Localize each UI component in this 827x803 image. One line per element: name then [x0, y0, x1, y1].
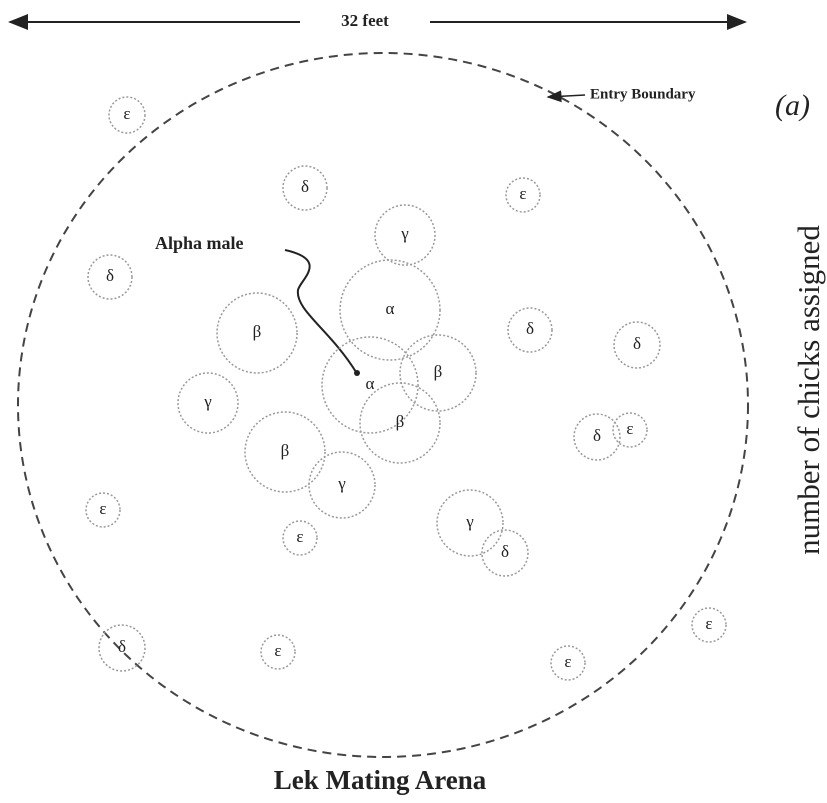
territory: [339, 259, 441, 361]
territory-label: δ: [501, 542, 509, 561]
territory-label: δ: [106, 266, 114, 285]
territory: [359, 382, 441, 464]
territory-label: β: [253, 322, 262, 341]
territory: [321, 336, 419, 434]
territory-label: β: [434, 362, 443, 381]
territory: [374, 204, 436, 266]
territory-label: ε: [296, 527, 303, 546]
scale-label: 32 feet: [341, 11, 389, 30]
territory: [308, 451, 376, 519]
territory-label: ε: [626, 419, 633, 438]
territory-label: ε: [274, 641, 281, 660]
territory: [507, 307, 553, 353]
territory-label: α: [386, 299, 395, 318]
alpha-pointer: [284, 249, 357, 373]
boundary-arrow: [546, 90, 586, 103]
territory-label: ε: [519, 184, 526, 203]
territory: [216, 292, 298, 374]
alpha-label: Alpha male: [155, 233, 244, 253]
territory-label: β: [281, 441, 290, 460]
territory-label: γ: [337, 474, 346, 493]
territories: ε δ ε γ δ α β δ δ α β γ β β δ ε γ ε ε γ δ δ ε ε ε: [85, 96, 727, 681]
territory-label: δ: [118, 637, 126, 656]
territory: [481, 529, 529, 577]
territory: [550, 645, 586, 681]
territory-label: α: [366, 374, 375, 393]
territory: [98, 624, 146, 672]
territory-label: ε: [99, 499, 106, 518]
territory-label: δ: [593, 426, 601, 445]
territory-label: δ: [526, 319, 534, 338]
territory: [260, 634, 296, 670]
territory: [282, 165, 328, 211]
territory: [108, 96, 146, 134]
territory: [436, 489, 504, 557]
territory-label: γ: [400, 224, 409, 243]
territory-label: ε: [123, 104, 130, 123]
territory-label: ε: [564, 652, 571, 671]
title: Lek Mating Arena: [274, 765, 487, 795]
territory: [505, 177, 541, 213]
territory-label: γ: [203, 392, 212, 411]
boundary-label: Entry Boundary: [590, 86, 696, 102]
territory: [399, 334, 477, 412]
territory: [282, 520, 318, 556]
side-label: number of chicks assigned: [791, 225, 826, 555]
territory-label: δ: [633, 334, 641, 353]
territory-label: δ: [301, 177, 309, 196]
territory: [573, 413, 621, 461]
territory: [177, 372, 239, 434]
territory-label: ε: [705, 614, 712, 633]
territory-label: β: [396, 412, 405, 431]
territory-label: γ: [465, 512, 474, 531]
territory: [613, 321, 661, 369]
panel-label: (a): [775, 89, 810, 122]
territory: [244, 411, 326, 493]
alpha-dot: [354, 370, 360, 376]
entry-boundary: [17, 52, 749, 758]
territory: [85, 492, 121, 528]
territory: [691, 607, 727, 643]
territory: [87, 254, 133, 300]
territory: [612, 412, 648, 448]
